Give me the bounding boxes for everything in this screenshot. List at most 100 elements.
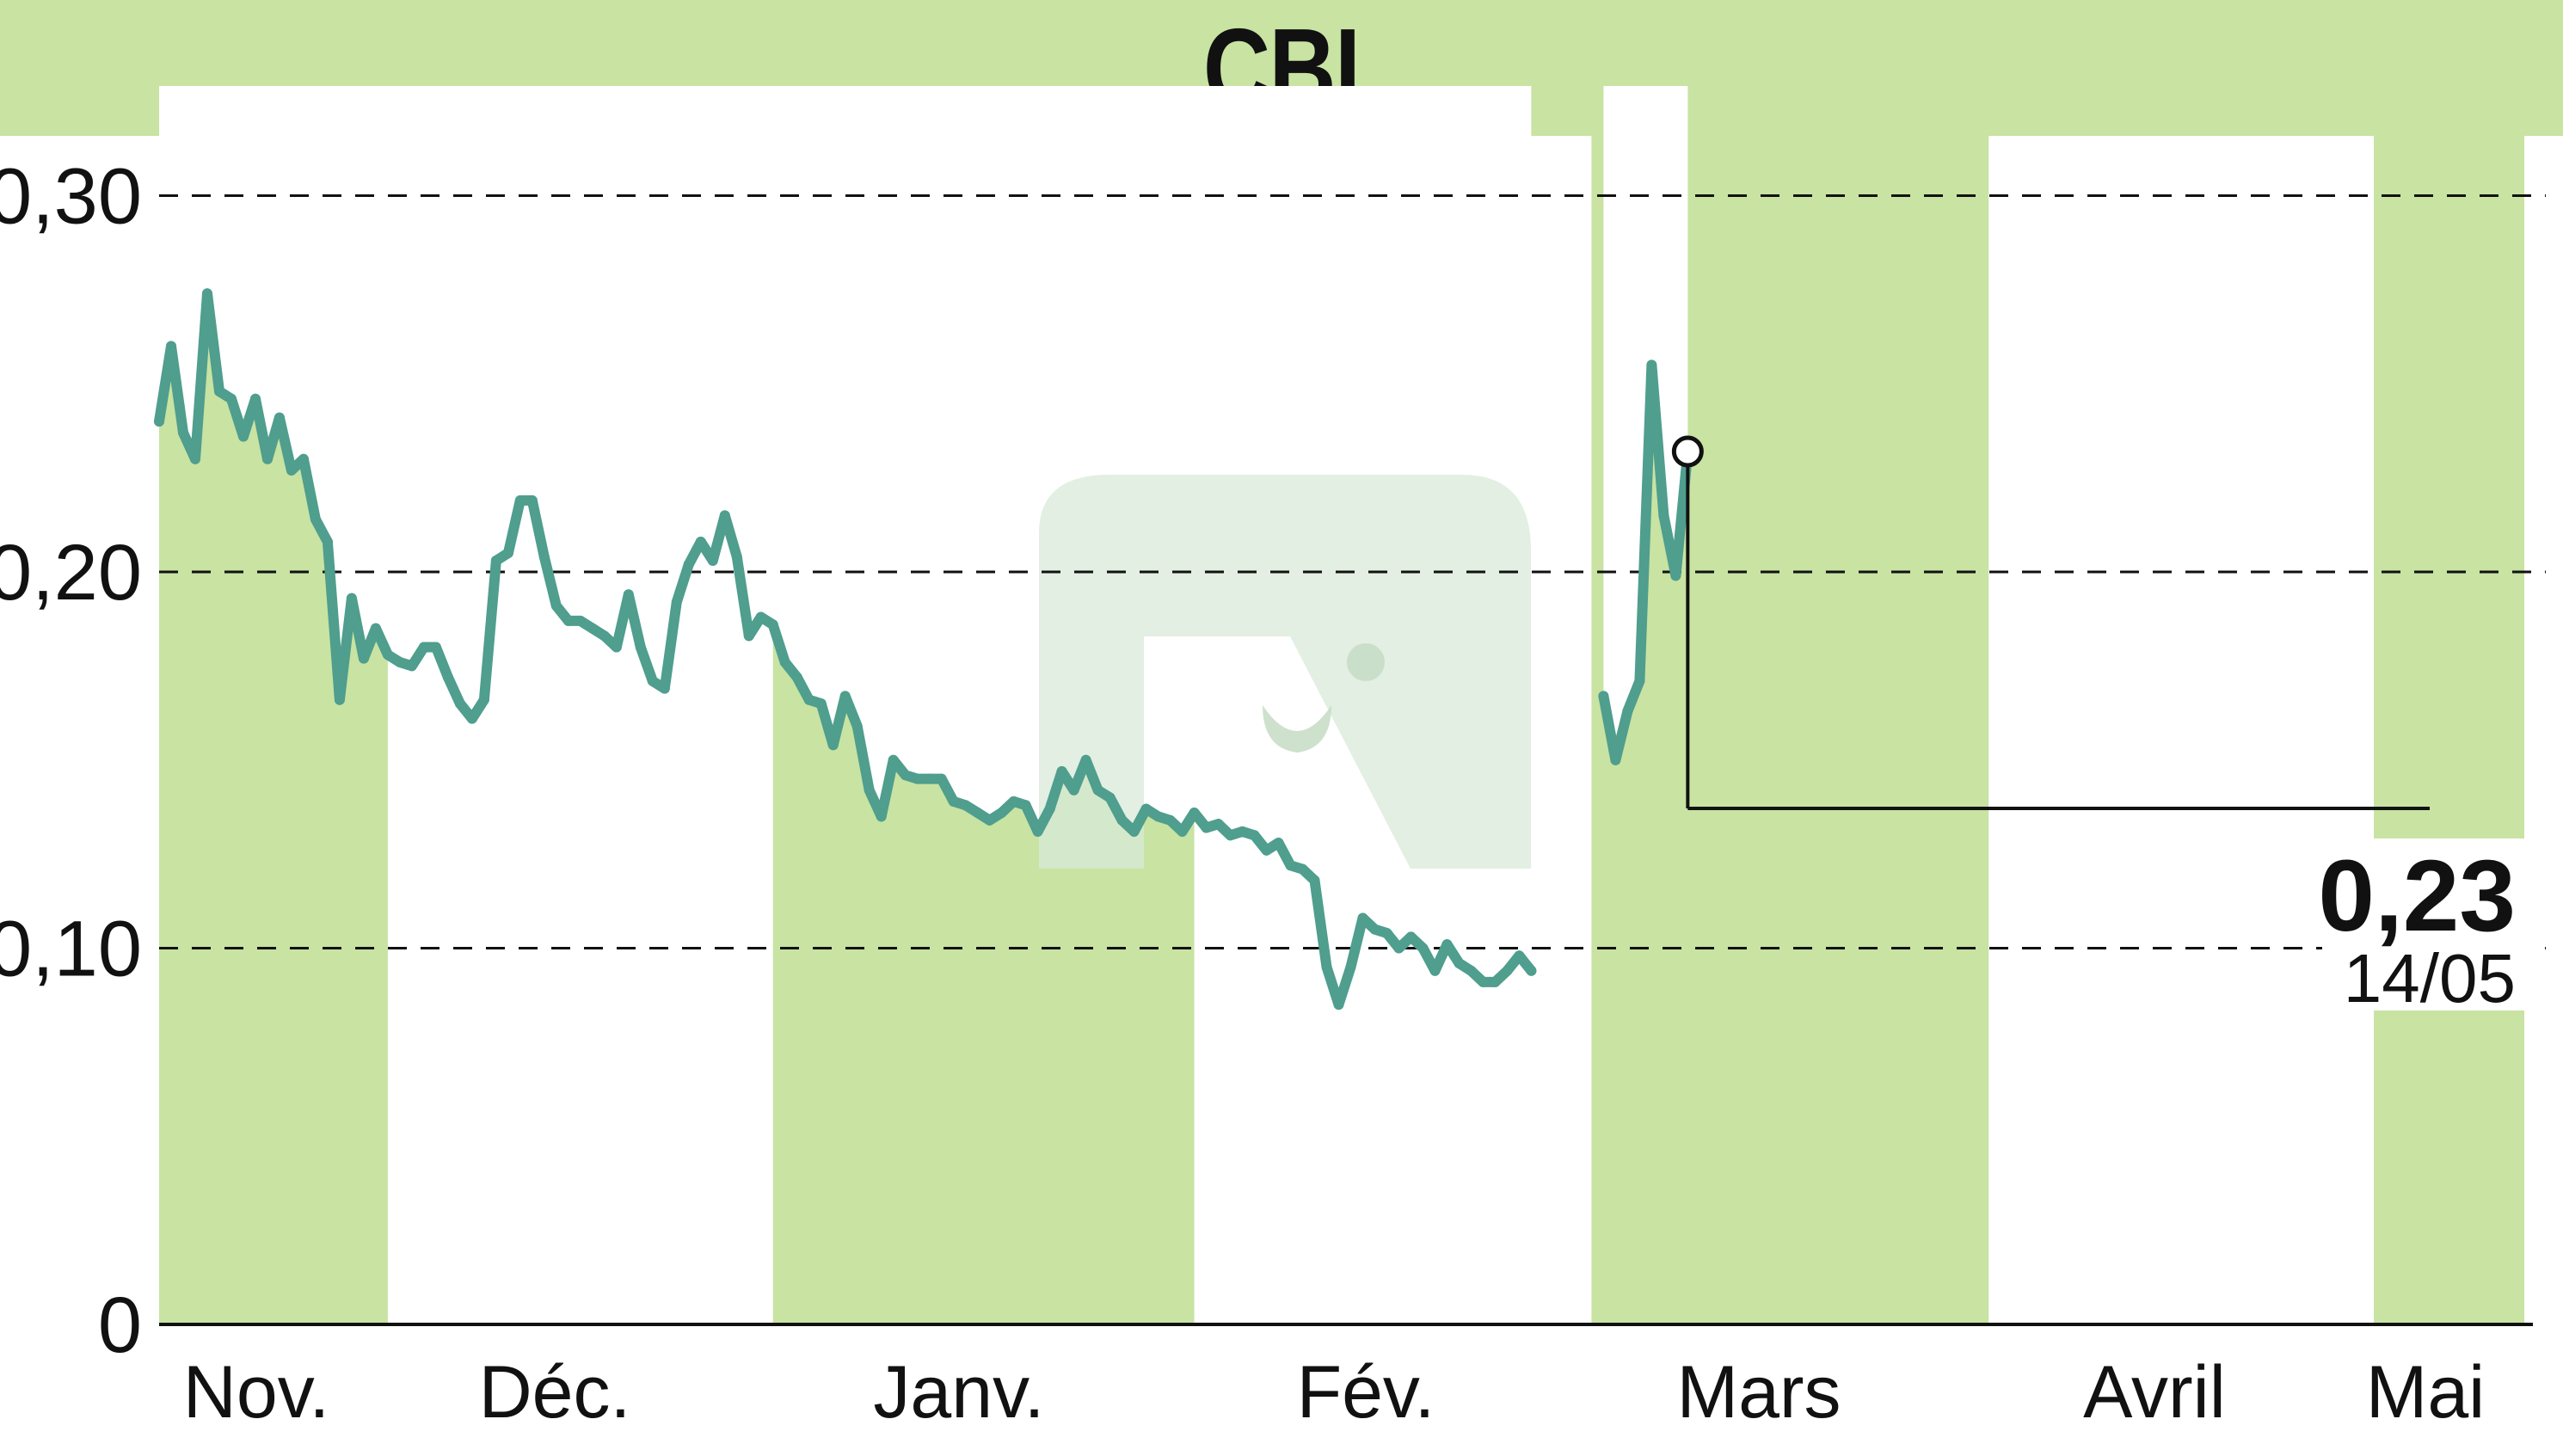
price-point: [538, 551, 550, 562]
price-point: [1092, 784, 1103, 796]
price-point: [767, 619, 778, 630]
price-point: [370, 623, 381, 634]
price-point: [165, 341, 176, 352]
price-point: [177, 427, 188, 439]
price-point: [1309, 875, 1320, 886]
price-point: [635, 642, 646, 653]
price-point: [310, 513, 321, 525]
price-point: [466, 713, 477, 724]
price-point: [1032, 826, 1043, 837]
price-point: [1369, 924, 1380, 935]
price-point: [526, 495, 538, 506]
price-point: [1345, 961, 1356, 973]
price-point: [1417, 943, 1429, 954]
month-band-6: [2374, 86, 2524, 1324]
price-point: [394, 657, 405, 667]
price-point: [1201, 822, 1212, 833]
price-markers: [154, 288, 1693, 1011]
price-point: [839, 691, 851, 702]
last-value-label: 0,23: [2318, 839, 2516, 953]
watermark-horns: [1263, 705, 1331, 753]
price-point: [1273, 838, 1284, 848]
price-point: [1634, 675, 1645, 686]
price-point: [611, 642, 622, 653]
price-point: [514, 495, 526, 506]
last-value-annotation: 0,23 14/05: [1671, 435, 2533, 1017]
price-point: [900, 770, 911, 781]
watermark-dot: [1347, 643, 1385, 681]
price-point: [876, 811, 887, 822]
price-point: [803, 694, 814, 705]
price-point: [382, 649, 393, 660]
price-point: [562, 615, 574, 626]
price-point: [1249, 830, 1260, 841]
price-point: [912, 773, 923, 784]
last-date-label: 14/05: [2344, 940, 2516, 1017]
price-point: [1441, 939, 1453, 950]
price-point: [418, 642, 429, 653]
price-point: [1189, 808, 1200, 818]
price-point: [1285, 860, 1296, 871]
month-label: Nov.: [183, 1351, 329, 1434]
price-point: [274, 412, 285, 423]
price-point: [261, 453, 273, 464]
price-point: [587, 623, 598, 634]
price-point: [1080, 754, 1091, 765]
price-point: [948, 796, 959, 807]
price-point: [1140, 803, 1152, 814]
price-point: [779, 657, 790, 667]
price-point: [719, 510, 730, 521]
price-point: [1381, 928, 1392, 938]
price-point: [1008, 796, 1019, 807]
month-label: Fév.: [1297, 1351, 1435, 1434]
price-point: [851, 721, 863, 732]
price-point: [1598, 691, 1609, 702]
price-point: [1152, 811, 1164, 822]
price-point: [478, 694, 489, 705]
price-point: [286, 464, 297, 476]
month-bands: [159, 86, 2524, 1324]
price-point: [683, 559, 694, 570]
band-mask-0: [159, 86, 1532, 1005]
month-label: Déc.: [479, 1351, 631, 1434]
price-point: [430, 642, 441, 653]
price-point: [189, 453, 200, 464]
y-tick-label: 0,30: [0, 153, 142, 241]
price-point: [815, 698, 827, 710]
price-point: [1321, 961, 1332, 973]
price-point: [1490, 976, 1501, 987]
price-point: [1020, 800, 1031, 811]
price-point: [237, 431, 249, 442]
price-point: [671, 597, 682, 607]
price-point: [346, 593, 357, 604]
last-point-marker: [1671, 435, 1704, 468]
x-axis-month-labels: Nov. Déc. Janv. Fév. Mars Avril Mai: [183, 1351, 2486, 1434]
price-point: [1177, 826, 1188, 837]
price-point: [154, 416, 164, 427]
price-point: [249, 393, 261, 404]
price-point: [827, 740, 839, 751]
price-point: [454, 698, 465, 710]
price-point: [924, 773, 935, 784]
price-point: [888, 754, 899, 765]
y-axis-ticks: 0 0,10 0,20 0,30: [0, 153, 142, 1370]
price-point: [791, 672, 802, 683]
annotation-plate: [2322, 839, 2533, 1011]
price-point: [1068, 784, 1079, 796]
month-label: Janv.: [873, 1351, 1044, 1434]
price-point: [1297, 863, 1308, 875]
price-point: [1502, 965, 1513, 976]
price-point: [1405, 931, 1417, 943]
price-point: [1454, 958, 1465, 968]
price-point: [1165, 814, 1176, 826]
price-point: [731, 551, 742, 562]
price-point: [972, 808, 983, 818]
price-point: [1104, 792, 1116, 803]
price-point: [1670, 570, 1681, 581]
price-point: [1622, 705, 1633, 716]
price-point: [442, 672, 453, 683]
price-point: [1225, 830, 1236, 841]
price-point: [1056, 765, 1067, 777]
price-point: [334, 694, 345, 705]
